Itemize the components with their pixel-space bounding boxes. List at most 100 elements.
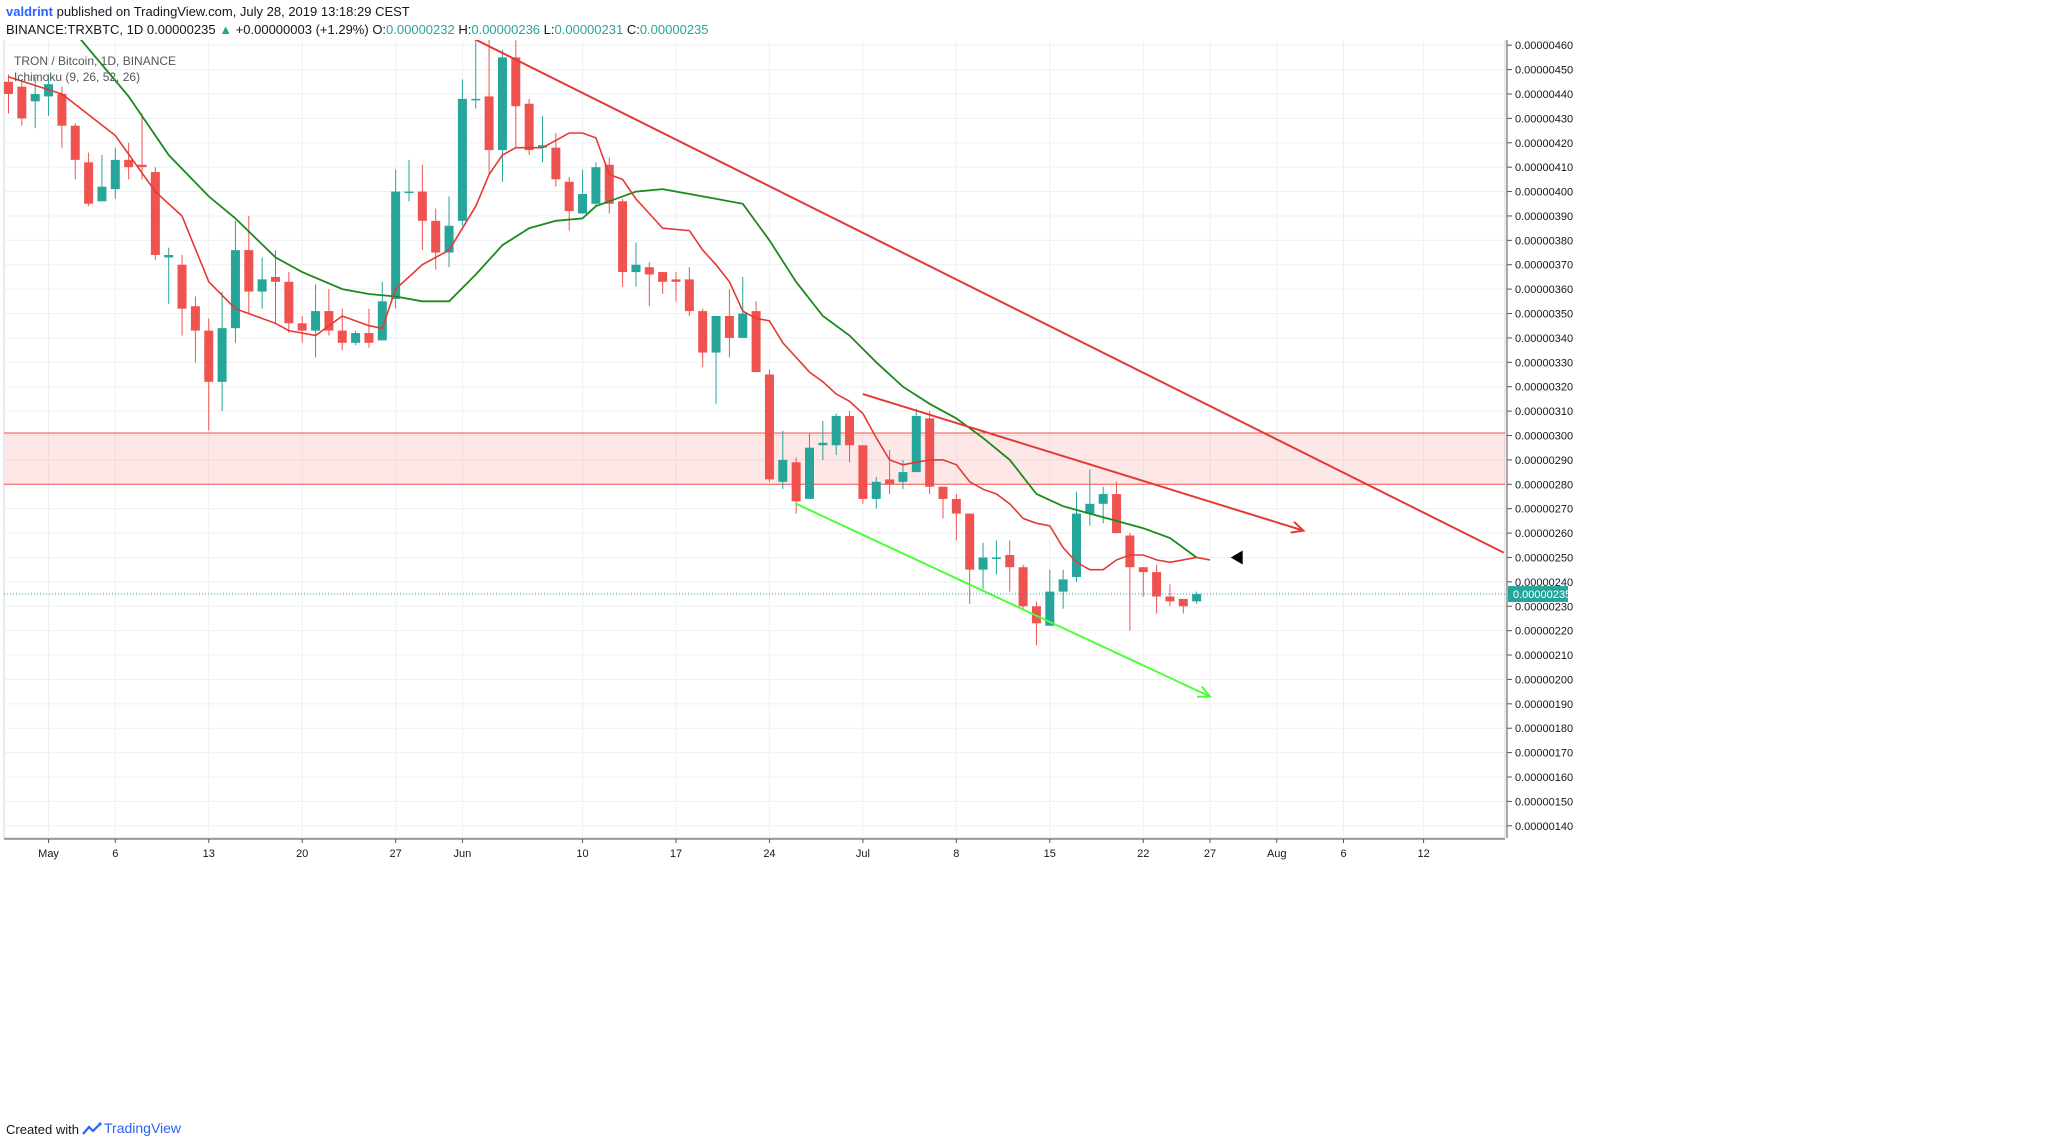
candle-body bbox=[484, 96, 494, 151]
candle-body bbox=[177, 264, 187, 309]
x-tick-label: 10 bbox=[576, 848, 588, 860]
trendline-arrowhead bbox=[1196, 685, 1213, 698]
ichimoku-lines bbox=[8, 32, 1211, 571]
candle bbox=[885, 450, 895, 495]
candle bbox=[938, 486, 948, 519]
low-label: L: bbox=[543, 22, 555, 37]
candle bbox=[190, 296, 200, 363]
candle bbox=[204, 318, 214, 431]
x-tick-label: 17 bbox=[670, 848, 682, 860]
candle-body bbox=[364, 333, 374, 343]
candle bbox=[911, 408, 921, 473]
candle bbox=[644, 262, 654, 307]
kijun-sen-line bbox=[74, 32, 1198, 559]
created-with-label: Created with bbox=[6, 1122, 79, 1137]
candle bbox=[271, 250, 280, 324]
candle bbox=[257, 257, 267, 309]
high-value: 0.00000236 bbox=[471, 22, 541, 37]
trendline bbox=[862, 393, 1304, 532]
y-tick-label: 0.00000180 bbox=[1515, 723, 1573, 735]
candle-body bbox=[671, 279, 681, 282]
candle-body bbox=[965, 513, 975, 570]
x-tick-label: 6 bbox=[112, 848, 118, 860]
candle-body bbox=[84, 162, 94, 204]
y-tick-label: 0.00000230 bbox=[1515, 601, 1573, 613]
candle bbox=[805, 433, 814, 499]
y-tick-label: 0.00000300 bbox=[1515, 431, 1573, 443]
candle-body bbox=[538, 145, 547, 148]
candle-body bbox=[618, 201, 628, 273]
candle-body bbox=[124, 159, 134, 168]
candle bbox=[845, 411, 855, 463]
candle-body bbox=[1112, 494, 1122, 534]
pair-legend[interactable]: TRON / Bitcoin, 1D, BINANCE bbox=[14, 54, 177, 68]
candle-body bbox=[684, 279, 694, 312]
candle bbox=[1125, 533, 1135, 631]
candle-body bbox=[978, 557, 988, 570]
candle bbox=[604, 157, 614, 214]
candle-body bbox=[738, 313, 748, 338]
x-tick-label: 22 bbox=[1137, 848, 1149, 860]
price-axis[interactable]: 0.00000460 0.00000450 0.00000440 0.00000430… bbox=[1506, 33, 1573, 838]
low-value: 0.00000231 bbox=[554, 22, 624, 37]
candle bbox=[551, 133, 561, 187]
candle bbox=[1138, 567, 1148, 597]
candle-body bbox=[324, 311, 334, 331]
x-tick-label: May bbox=[38, 848, 59, 860]
candle bbox=[471, 37, 481, 109]
candle-body bbox=[724, 315, 734, 338]
candle-body bbox=[457, 98, 467, 221]
tradingview-logo-icon bbox=[82, 1122, 102, 1135]
candle bbox=[618, 198, 628, 287]
symbol-label: BINANCE:TRXBTC, 1D bbox=[6, 22, 144, 37]
candle bbox=[70, 123, 80, 180]
y-tick-label: 0.00000150 bbox=[1515, 796, 1573, 808]
y-tick-label: 0.00000440 bbox=[1515, 89, 1573, 101]
candle-body bbox=[925, 418, 935, 487]
candle-body bbox=[911, 415, 921, 473]
x-tick-label: 24 bbox=[763, 848, 775, 860]
candle-body bbox=[564, 181, 574, 212]
y-tick-label: 0.00000430 bbox=[1515, 113, 1573, 125]
candle bbox=[925, 411, 935, 495]
candle bbox=[538, 115, 547, 163]
y-tick-label: 0.00000410 bbox=[1515, 162, 1573, 174]
candle bbox=[818, 420, 828, 460]
candle bbox=[284, 272, 294, 334]
candle-body bbox=[818, 442, 828, 446]
y-tick-label: 0.00000170 bbox=[1515, 748, 1573, 760]
candle-body bbox=[377, 301, 387, 341]
x-tick-label: 27 bbox=[390, 848, 402, 860]
author-link[interactable]: valdrint bbox=[6, 4, 53, 19]
resistance-zone-fill bbox=[5, 433, 1505, 485]
candle-body bbox=[1152, 572, 1162, 597]
candle bbox=[110, 147, 120, 199]
high-label: H: bbox=[458, 22, 472, 37]
x-tick-label: 6 bbox=[1340, 848, 1346, 860]
candle bbox=[951, 494, 961, 541]
candle-body bbox=[150, 172, 160, 255]
candle bbox=[1112, 481, 1122, 534]
candle bbox=[724, 289, 734, 358]
candle-body bbox=[1072, 513, 1081, 577]
candle-body bbox=[764, 374, 774, 480]
candle bbox=[391, 169, 401, 309]
candle-body bbox=[1098, 494, 1108, 504]
candle-body bbox=[631, 264, 641, 273]
candle bbox=[324, 289, 334, 336]
x-tick-label: 15 bbox=[1044, 848, 1056, 860]
candle bbox=[778, 430, 788, 490]
time-axis[interactable]: May 6 13 20 27 Jun 10 17 24 Jul 8 15 22 27 Aug 6 12 bbox=[4, 838, 1505, 860]
indicator-legend[interactable]: Ichimoku (9, 26, 52, 26) bbox=[14, 70, 141, 84]
tradingview-brand-link[interactable]: TradingView bbox=[104, 1120, 182, 1136]
candle-body bbox=[1192, 594, 1202, 602]
candle-body bbox=[1178, 598, 1188, 607]
y-tick-label: 0.00000370 bbox=[1515, 260, 1573, 272]
y-tick-label: 0.00000460 bbox=[1515, 40, 1573, 52]
footer: Created with TradingView bbox=[0, 1115, 2068, 1145]
candle bbox=[524, 98, 534, 155]
candle-body bbox=[591, 167, 601, 204]
candle bbox=[97, 154, 107, 202]
candle-body bbox=[137, 164, 147, 168]
